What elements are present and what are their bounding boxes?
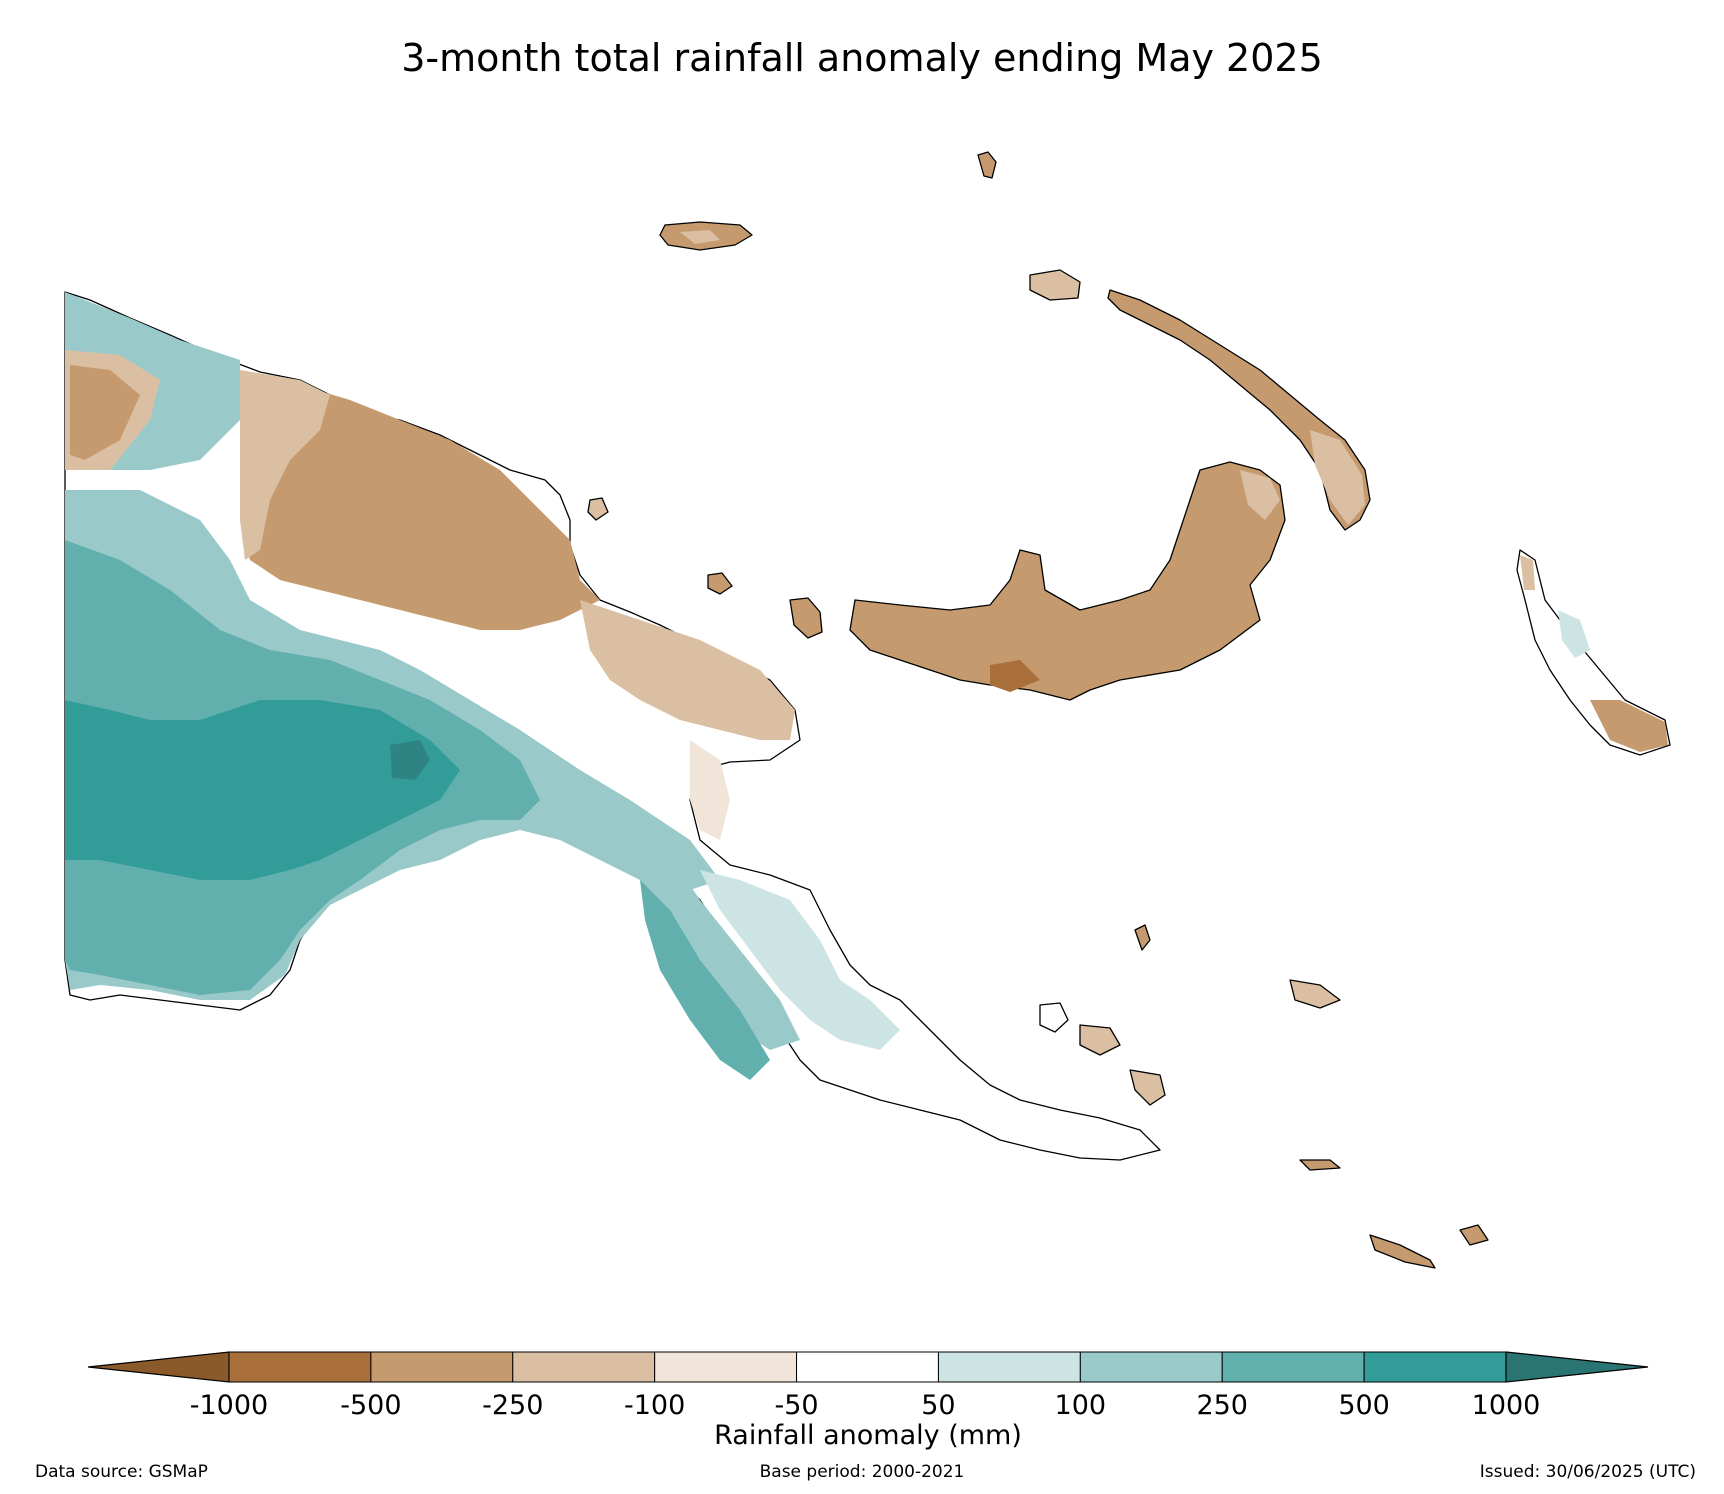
colorbar-tick-label: 250 <box>1196 1390 1248 1421</box>
colorbar-bin <box>937 1351 1081 1383</box>
colorbar-tick-label: -500 <box>340 1390 401 1421</box>
colorbar-bin <box>654 1351 798 1383</box>
colorbar-bin <box>796 1351 939 1383</box>
colorbar-tick-label: 1000 <box>1472 1390 1541 1421</box>
colorbar-label: Rainfall anomaly (mm) <box>714 1420 1022 1451</box>
colorbar-bin <box>228 1351 372 1383</box>
data-source: Data source: GSMaP <box>35 1462 208 1482</box>
colorbar-tick-label: -1000 <box>190 1390 268 1421</box>
colorbar-extend-high <box>1505 1351 1649 1383</box>
colorbar-tick-label: 500 <box>1338 1390 1390 1421</box>
base-period: Base period: 2000-2021 <box>759 1462 965 1482</box>
fergusson <box>1079 1024 1121 1056</box>
misima <box>1299 1159 1341 1171</box>
colorbar-tick-label: -250 <box>482 1390 543 1421</box>
umboi <box>789 597 823 639</box>
long-island <box>707 572 733 595</box>
map-title: 3-month total rainfall anomaly ending Ma… <box>401 36 1323 80</box>
trobriand <box>1134 924 1151 951</box>
colorbar-bin <box>1221 1351 1365 1383</box>
new-hanover <box>1029 269 1081 301</box>
sudest <box>1369 1234 1436 1269</box>
goodenough <box>1039 1002 1069 1033</box>
issued-date: Issued: 30/06/2025 (UTC) <box>1479 1462 1696 1482</box>
colorbar: -1000 -500 -250 -100 -50 50 100 250 500 1000 <box>87 1351 1649 1421</box>
land-areas <box>64 151 1671 1269</box>
rossel <box>1459 1224 1489 1246</box>
colorbar-tick-label: -50 <box>775 1390 819 1421</box>
woodlark <box>1289 979 1341 1009</box>
colorbar-bin <box>370 1351 514 1383</box>
colorbar-tick-label: 50 <box>921 1390 955 1421</box>
mussau <box>977 151 997 179</box>
colorbar-extend-low <box>87 1351 230 1383</box>
new-britain <box>849 461 1286 701</box>
colorbar-tick-label: -100 <box>624 1390 685 1421</box>
karkar <box>587 497 609 521</box>
colorbar-bin <box>1363 1351 1507 1383</box>
colorbar-bin <box>512 1351 656 1383</box>
colorbar-bin <box>1079 1351 1223 1383</box>
normanby <box>1129 1069 1166 1106</box>
colorbar-tick-label: 100 <box>1055 1390 1107 1421</box>
